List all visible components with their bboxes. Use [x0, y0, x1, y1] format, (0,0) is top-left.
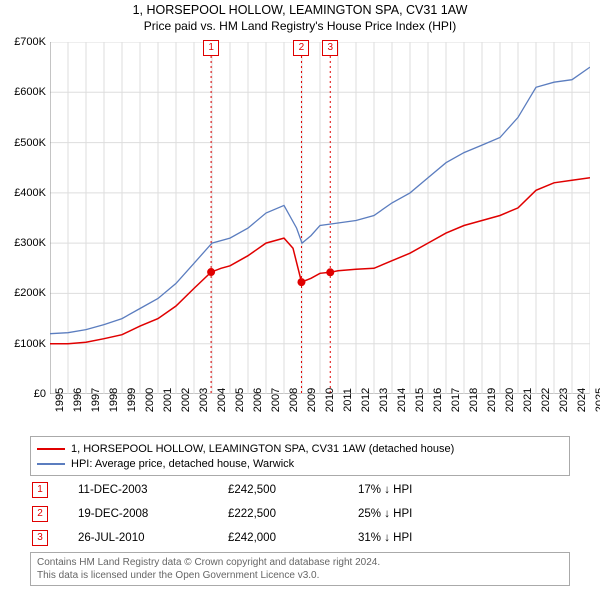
x-tick-label: 1995 — [54, 388, 66, 412]
chart-sale-marker: 1 — [203, 40, 219, 56]
x-tick-label: 2000 — [144, 388, 156, 412]
legend-swatch-hpi — [37, 463, 65, 465]
y-axis-labels: £0£100K£200K£300K£400K£500K£600K£700K — [0, 42, 48, 394]
x-tick-label: 2008 — [288, 388, 300, 412]
x-tick-label: 2002 — [180, 388, 192, 412]
sale-hpi-delta: 17% ↓ HPI — [358, 484, 488, 496]
sale-row: 1 11-DEC-2003£242,50017% ↓ HPI — [30, 478, 570, 502]
sale-row: 3 26-JUL-2010£242,00031% ↓ HPI — [30, 526, 570, 550]
sales-table: 1 11-DEC-2003£242,50017% ↓ HPI 2 19-DEC-200… — [30, 478, 570, 550]
legend-label-hpi: HPI: Average price, detached house, Warw… — [71, 458, 294, 470]
x-tick-label: 2023 — [558, 388, 570, 412]
x-axis-labels: 1995199619971998199920002001200220032004… — [50, 396, 590, 436]
footer-box: Contains HM Land Registry data © Crown c… — [30, 552, 570, 586]
x-tick-label: 2019 — [486, 388, 498, 412]
x-tick-label: 1997 — [90, 388, 102, 412]
x-tick-label: 2012 — [360, 388, 372, 412]
sale-marker-icon: 1 — [32, 482, 48, 498]
legend-row-price-paid: 1, HORSEPOOL HOLLOW, LEAMINGTON SPA, CV3… — [37, 441, 563, 456]
legend-label-price-paid: 1, HORSEPOOL HOLLOW, LEAMINGTON SPA, CV3… — [71, 443, 454, 455]
x-tick-label: 2003 — [198, 388, 210, 412]
chart-sale-marker: 3 — [322, 40, 338, 56]
y-tick-label: £400K — [14, 187, 46, 199]
legend-row-hpi: HPI: Average price, detached house, Warw… — [37, 456, 563, 471]
chart-container: 1, HORSEPOOL HOLLOW, LEAMINGTON SPA, CV3… — [0, 0, 600, 590]
x-tick-label: 2011 — [342, 388, 354, 412]
x-tick-label: 2013 — [378, 388, 390, 412]
x-tick-label: 2009 — [306, 388, 318, 412]
x-tick-label: 2025 — [594, 388, 600, 412]
title-address: 1, HORSEPOOL HOLLOW, LEAMINGTON SPA, CV3… — [0, 3, 600, 17]
sale-date: 11-DEC-2003 — [78, 484, 228, 496]
sale-price: £242,000 — [228, 532, 358, 544]
x-tick-label: 2021 — [522, 388, 534, 412]
x-tick-label: 2001 — [162, 388, 174, 412]
y-tick-label: £700K — [14, 36, 46, 48]
x-tick-label: 2016 — [432, 388, 444, 412]
x-tick-label: 2014 — [396, 388, 408, 412]
footer-line1: Contains HM Land Registry data © Crown c… — [37, 556, 563, 569]
chart-area: 1 23 — [50, 42, 590, 394]
sale-row: 2 19-DEC-2008£222,50025% ↓ HPI — [30, 502, 570, 526]
x-tick-label: 2005 — [234, 388, 246, 412]
chart-sale-marker: 2 — [293, 40, 309, 56]
x-tick-label: 2024 — [576, 388, 588, 412]
x-tick-label: 2004 — [216, 388, 228, 412]
footer-line2: This data is licensed under the Open Gov… — [37, 569, 563, 582]
sale-hpi-delta: 31% ↓ HPI — [358, 532, 488, 544]
sale-date: 19-DEC-2008 — [78, 508, 228, 520]
title-block: 1, HORSEPOOL HOLLOW, LEAMINGTON SPA, CV3… — [0, 0, 600, 33]
x-tick-label: 2018 — [468, 388, 480, 412]
x-tick-label: 2020 — [504, 388, 516, 412]
x-tick-label: 1999 — [126, 388, 138, 412]
x-tick-label: 1996 — [72, 388, 84, 412]
y-tick-label: £100K — [14, 338, 46, 350]
chart-svg — [50, 42, 590, 394]
y-tick-label: £200K — [14, 287, 46, 299]
x-tick-label: 2017 — [450, 388, 462, 412]
title-subtitle: Price paid vs. HM Land Registry's House … — [0, 19, 600, 33]
y-tick-label: £0 — [34, 388, 46, 400]
sale-date: 26-JUL-2010 — [78, 532, 228, 544]
sale-marker-icon: 3 — [32, 530, 48, 546]
sale-hpi-delta: 25% ↓ HPI — [358, 508, 488, 520]
sale-price: £222,500 — [228, 508, 358, 520]
x-tick-label: 2006 — [252, 388, 264, 412]
y-tick-label: £300K — [14, 237, 46, 249]
x-tick-label: 1998 — [108, 388, 120, 412]
legend-box: 1, HORSEPOOL HOLLOW, LEAMINGTON SPA, CV3… — [30, 436, 570, 476]
x-tick-label: 2015 — [414, 388, 426, 412]
x-tick-label: 2022 — [540, 388, 552, 412]
y-tick-label: £500K — [14, 137, 46, 149]
legend-swatch-price-paid — [37, 448, 65, 450]
sale-marker-icon: 2 — [32, 506, 48, 522]
y-tick-label: £600K — [14, 86, 46, 98]
x-tick-label: 2007 — [270, 388, 282, 412]
sale-price: £242,500 — [228, 484, 358, 496]
x-tick-label: 2010 — [324, 388, 336, 412]
